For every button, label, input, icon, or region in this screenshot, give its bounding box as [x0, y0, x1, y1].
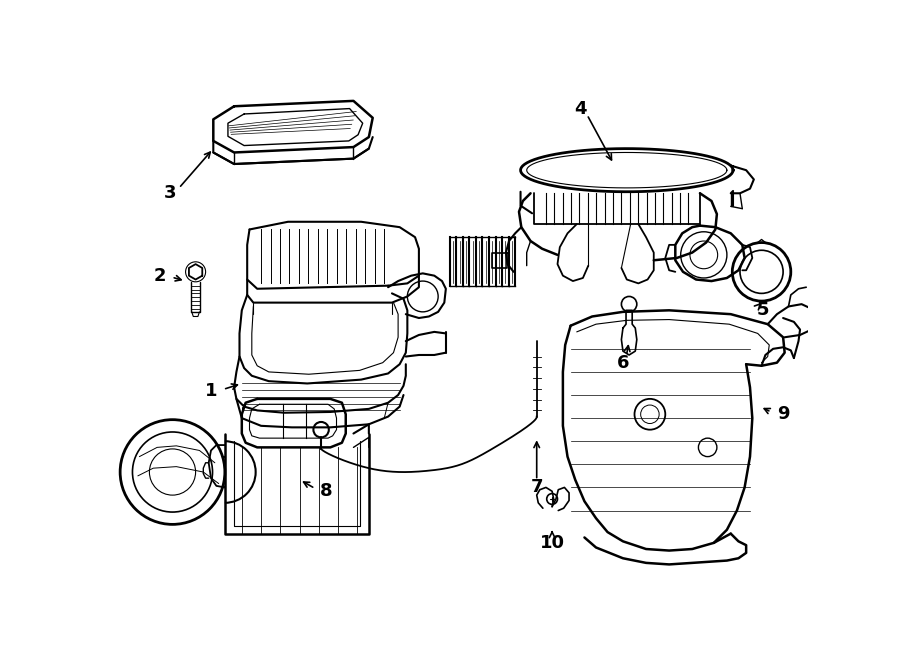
- Text: 2: 2: [153, 266, 166, 285]
- Text: 9: 9: [777, 405, 789, 423]
- Text: 7: 7: [530, 479, 543, 496]
- Text: 10: 10: [540, 534, 564, 552]
- Text: 5: 5: [757, 301, 770, 319]
- Text: 8: 8: [320, 483, 333, 500]
- Text: 6: 6: [616, 354, 629, 371]
- Text: 3: 3: [164, 184, 176, 202]
- Text: 1: 1: [205, 382, 217, 400]
- Text: 4: 4: [574, 100, 587, 118]
